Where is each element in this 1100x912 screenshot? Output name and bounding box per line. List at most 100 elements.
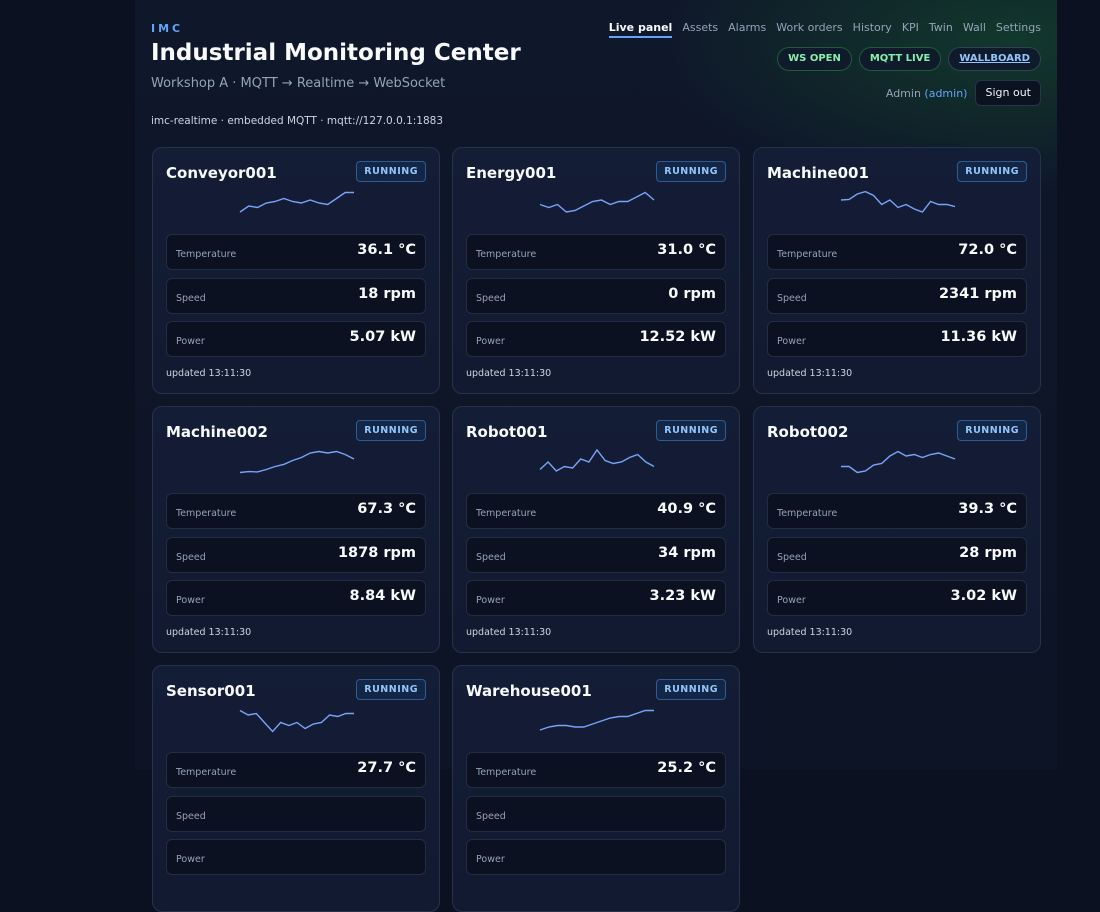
metric-value: 34 rpm	[658, 545, 716, 561]
status-badge: RUNNING	[656, 420, 726, 441]
page-subtitle: Workshop A · MQTT → Realtime → WebSocket	[151, 76, 446, 91]
metric-temperature: Temperature 27.7 °C	[166, 752, 426, 788]
metric-value: 31.0 °C	[657, 242, 716, 258]
status-badge: RUNNING	[356, 679, 426, 700]
nav-history[interactable]: History	[852, 21, 892, 34]
nav-alarms[interactable]: Alarms	[728, 21, 767, 34]
nav-work-orders[interactable]: Work orders	[776, 21, 843, 34]
nav-live-panel[interactable]: Live panel	[608, 21, 673, 38]
status-badge: RUNNING	[656, 679, 726, 700]
top-nav: Live panel Assets Alarms Work orders His…	[608, 21, 1041, 38]
trend-line	[840, 190, 956, 213]
metric-value: 12.52 kW	[639, 329, 716, 345]
metric-label: Temperature	[176, 508, 237, 519]
user-name: Admin	[885, 86, 921, 100]
metric-label: Speed	[777, 293, 807, 304]
metric-label: Power	[777, 336, 806, 347]
device-card[interactable]: Conveyor001 RUNNING Temperature 36.1 °C Spee…	[152, 147, 440, 394]
metric-temperature: Temperature 39.3 °C	[767, 493, 1027, 529]
metric-value: 72.0 °C	[958, 242, 1017, 258]
metric-label: Power	[176, 336, 205, 347]
metric-label: Speed	[176, 552, 206, 563]
metric-power: Power 3.02 kW	[767, 580, 1027, 616]
metric-label: Speed	[176, 811, 206, 822]
device-name: Robot001	[466, 423, 548, 441]
metric-power: Power 3.23 kW	[466, 580, 726, 616]
sign-out-button[interactable]: Sign out	[975, 80, 1041, 106]
device-card[interactable]: Robot002 RUNNING Temperature 39.3 °C Speed 28…	[753, 406, 1041, 653]
metric-label: Speed	[176, 293, 206, 304]
metric-label: Speed	[476, 811, 506, 822]
status-badge: RUNNING	[356, 161, 426, 182]
user-area: Admin (admin) Sign out	[886, 80, 1041, 106]
wallboard-link[interactable]: WALLBOARD	[948, 47, 1041, 71]
metric-label: Temperature	[476, 508, 537, 519]
metric-value: 1878 rpm	[337, 545, 416, 561]
metric-temperature: Temperature 25.2 °C	[466, 752, 726, 788]
metric-value: 11.36 kW	[940, 329, 1017, 345]
nav-assets[interactable]: Assets	[682, 21, 719, 34]
device-name: Robot002	[767, 423, 849, 441]
metric-speed: Speed 1878 rpm	[166, 537, 426, 573]
metric-value: 40.9 °C	[657, 501, 716, 517]
status-badge: RUNNING	[356, 420, 426, 441]
metric-label: Temperature	[777, 508, 838, 519]
metric-label: Temperature	[176, 249, 237, 260]
trend-line	[539, 448, 655, 472]
metric-value: 3.02 kW	[950, 588, 1017, 604]
device-card[interactable]: Robot001 RUNNING Temperature 40.9 °C Speed 34…	[452, 406, 740, 653]
page: IMC Industrial Monitoring Center Worksho…	[135, 0, 1057, 912]
updated-timestamp: updated 13:11:30	[166, 368, 252, 379]
metric-label: Power	[476, 595, 505, 606]
trend-sparkline	[840, 190, 956, 213]
trend-line	[539, 709, 654, 731]
trend-sparkline	[539, 191, 655, 213]
metric-power: Power 8.84 kW	[166, 580, 426, 616]
device-card[interactable]: Sensor001 RUNNING Temperature 27.7 °C Speed P…	[152, 665, 440, 912]
metric-value: 5.07 kW	[349, 329, 416, 345]
status-badge: RUNNING	[957, 161, 1027, 182]
connection-status: WS OPEN MQTT LIVE WALLBOARD	[777, 47, 1041, 71]
device-card[interactable]: Machine002 RUNNING Temperature 67.3 °C Speed…	[152, 406, 440, 653]
metric-power: Power 11.36 kW	[767, 321, 1027, 357]
metric-power: Power 12.52 kW	[466, 321, 726, 357]
nav-kpi[interactable]: KPI	[901, 21, 919, 34]
nav-twin[interactable]: Twin	[928, 21, 953, 34]
ws-status-badge: WS OPEN	[777, 47, 852, 71]
metric-power: Power	[466, 839, 726, 875]
metric-value: 0 rpm	[668, 286, 716, 302]
nav-settings[interactable]: Settings	[995, 21, 1041, 34]
metric-speed: Speed 28 rpm	[767, 537, 1027, 573]
trend-sparkline	[239, 191, 354, 213]
nav-wall[interactable]: Wall	[962, 21, 986, 34]
trend-sparkline	[539, 709, 654, 731]
metric-speed: Speed	[466, 796, 726, 832]
metric-temperature: Temperature 36.1 °C	[166, 234, 426, 270]
trend-sparkline	[539, 448, 655, 472]
device-name: Machine001	[767, 164, 869, 182]
metric-value: 8.84 kW	[349, 588, 416, 604]
metric-speed: Speed 34 rpm	[466, 537, 726, 573]
metric-label: Speed	[476, 552, 506, 563]
device-card[interactable]: Warehouse001 RUNNING Temperature 25.2 °C Spe…	[452, 665, 740, 912]
device-card[interactable]: Machine001 RUNNING Temperature 72.0 °C Speed…	[753, 147, 1041, 394]
device-name: Energy001	[466, 164, 557, 182]
metric-power: Power 5.07 kW	[166, 321, 426, 357]
trend-line	[539, 191, 655, 213]
metric-speed: Speed	[166, 796, 426, 832]
metric-value: 36.1 °C	[357, 242, 416, 258]
metric-label: Power	[476, 854, 505, 865]
metric-speed: Speed 18 rpm	[166, 278, 426, 314]
metric-value: 67.3 °C	[357, 501, 416, 517]
metric-label: Speed	[777, 552, 807, 563]
metric-power: Power	[166, 839, 426, 875]
metric-speed: Speed 0 rpm	[466, 278, 726, 314]
trend-sparkline	[841, 450, 956, 474]
device-name: Warehouse001	[466, 682, 592, 700]
mqtt-status-badge: MQTT LIVE	[858, 47, 942, 71]
device-card[interactable]: Energy001 RUNNING Temperature 31.0 °C Speed 0…	[452, 147, 740, 394]
metric-value: 27.7 °C	[357, 760, 416, 776]
metric-value: 25.2 °C	[657, 760, 716, 776]
updated-timestamp: updated 13:11:30	[166, 627, 252, 638]
updated-timestamp: updated 13:11:30	[767, 368, 853, 379]
